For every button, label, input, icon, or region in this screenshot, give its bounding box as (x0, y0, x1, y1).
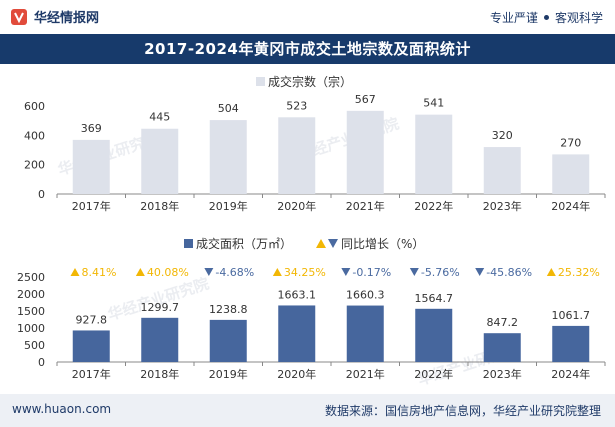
chart-title: 2017-2024年黄冈市成交土地宗数及面积统计 (144, 40, 471, 58)
x-tick-label: 2018年 (140, 367, 179, 381)
area-bar (415, 308, 453, 362)
growth-down-triangle-icon (409, 268, 419, 276)
legend-label-count: 成交宗数（宗） (268, 74, 352, 89)
count-value-label: 504 (218, 102, 239, 115)
brand: 华经情报网 (10, 7, 99, 26)
y-tick-label: 1000 (17, 322, 45, 335)
count-bar (209, 120, 247, 194)
charts-canvas: 华经产业研究院华经产业研究院华经产业研究院华经产业研究院成交宗数（宗）02004… (17, 74, 606, 389)
x-tick-label: 2018年 (140, 199, 179, 213)
count-bar (415, 114, 453, 194)
footer-source: 数据来源：国信房地产信息网，华经产业研究院整理 (324, 404, 601, 418)
legend-down-triangle-icon (328, 239, 338, 248)
x-tick-label: 2024年 (551, 367, 590, 381)
area-value-label: 927.8 (76, 313, 108, 326)
growth-up-triangle-icon (272, 268, 282, 276)
y-tick-label: 400 (24, 129, 45, 142)
growth-down-triangle-icon (341, 268, 351, 276)
area-bar (72, 330, 110, 362)
x-tick-label: 2021年 (346, 199, 385, 213)
growth-value-label: -45.86% (486, 266, 532, 279)
growth-up-triangle-icon (70, 268, 80, 276)
y-tick-label: 1500 (17, 305, 45, 318)
area-value-label: 1663.1 (278, 288, 317, 301)
area-value-label: 1238.8 (209, 303, 248, 316)
area-bar (278, 305, 316, 362)
legend-label-growth: 同比增长（%） (341, 237, 424, 251)
legend-up-triangle-icon (316, 239, 326, 248)
y-tick-label: 500 (24, 339, 45, 352)
growth-value-label: 34.25% (284, 266, 326, 279)
area-bar (346, 305, 384, 362)
count-bar (346, 110, 384, 194)
growth-value-label: 25.32% (558, 266, 600, 279)
x-tick-label: 2024年 (551, 199, 590, 213)
area-value-label: 847.2 (487, 316, 519, 329)
count-bar (552, 154, 590, 194)
x-tick-label: 2017年 (72, 367, 111, 381)
x-tick-label: 2022年 (414, 367, 453, 381)
count-value-label: 567 (355, 93, 376, 106)
count-bar (72, 139, 110, 194)
count-value-label: 523 (286, 99, 307, 112)
y-tick-label: 0 (38, 356, 45, 369)
watermark-text: 华经产业研究院 (106, 274, 211, 324)
y-tick-label: 2500 (17, 271, 45, 284)
motto: 专业严谨 客观科学 (490, 9, 603, 26)
huajing-logo-icon (11, 8, 27, 25)
legend-label-area: 成交面积（万㎡） (196, 236, 292, 251)
count-value-label: 270 (560, 136, 581, 149)
count-value-label: 445 (149, 111, 170, 124)
x-tick-label: 2020年 (277, 199, 316, 213)
count-value-label: 320 (492, 129, 513, 142)
area-bar (552, 325, 590, 362)
footer-bar: www.huaon.com 数据来源：国信房地产信息网，华经产业研究院整理 (0, 394, 615, 427)
y-tick-label: 200 (24, 159, 45, 172)
y-tick-label: 600 (24, 100, 45, 113)
area-value-label: 1660.3 (346, 289, 385, 302)
title-band: 2017-2024年黄冈市成交土地宗数及面积统计 (0, 34, 615, 64)
growth-value-label: -4.68% (215, 266, 254, 279)
count-bar (483, 147, 521, 194)
top-bar: 华经情报网 专业严谨 客观科学 (0, 0, 615, 34)
area-bar (483, 333, 521, 362)
x-tick-label: 2022年 (414, 199, 453, 213)
legend-swatch-count (256, 77, 265, 86)
motto-left: 专业严谨 (489, 11, 538, 25)
motto-right: 客观科学 (554, 11, 603, 25)
y-tick-label: 2000 (17, 288, 45, 301)
footer-site[interactable]: www.huaon.com (12, 402, 112, 416)
motto-dot-icon (543, 15, 549, 20)
x-tick-label: 2020年 (277, 367, 316, 381)
growth-value-label: -5.76% (421, 266, 460, 279)
count-bar (141, 128, 179, 194)
y-tick-label: 0 (38, 188, 45, 201)
count-value-label: 541 (423, 97, 444, 110)
area-value-label: 1061.7 (552, 309, 591, 322)
area-bar (141, 317, 179, 362)
x-tick-label: 2017年 (72, 199, 111, 213)
area-bar (209, 319, 247, 362)
area-value-label: 1564.7 (415, 292, 454, 305)
x-tick-label: 2023年 (483, 199, 522, 213)
legend-swatch-area (184, 239, 193, 248)
growth-down-triangle-icon (475, 268, 485, 276)
growth-value-label: -0.17% (352, 266, 391, 279)
area-value-label: 1299.7 (141, 301, 180, 314)
growth-value-label: 40.08% (147, 266, 189, 279)
x-tick-label: 2019年 (209, 367, 248, 381)
brand-name: 华经情报网 (34, 11, 100, 26)
count-value-label: 369 (81, 122, 102, 135)
growth-down-triangle-icon (204, 268, 214, 276)
growth-up-triangle-icon (135, 268, 145, 276)
growth-up-triangle-icon (546, 268, 556, 276)
x-tick-label: 2019年 (209, 199, 248, 213)
x-tick-label: 2023年 (483, 367, 522, 381)
growth-value-label: 8.41% (82, 266, 117, 279)
x-tick-label: 2021年 (346, 367, 385, 381)
count-bar (278, 117, 316, 194)
